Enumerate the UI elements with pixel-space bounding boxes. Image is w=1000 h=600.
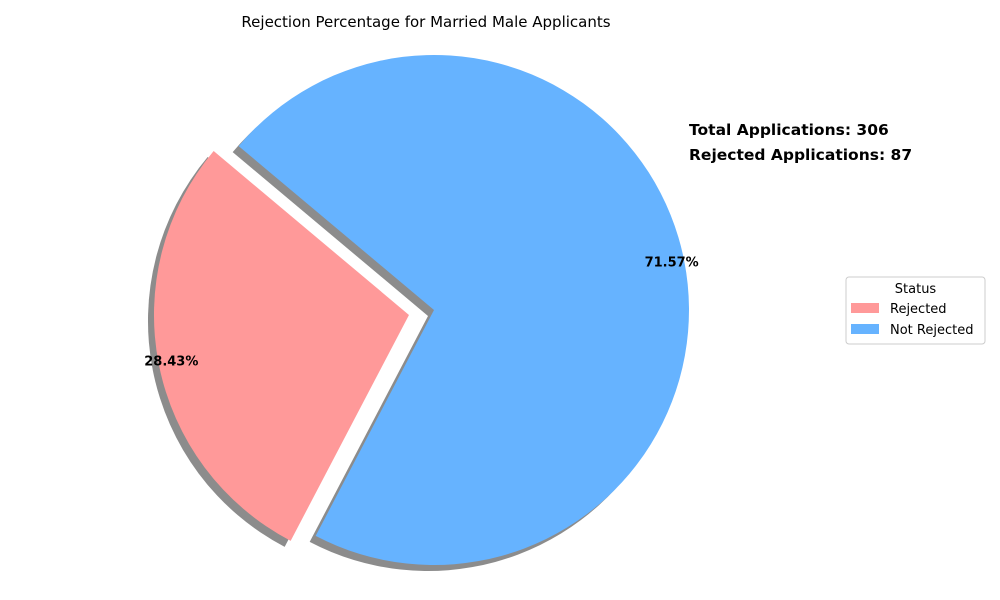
legend-frame [845, 276, 986, 345]
legend-swatch-not-rejected [851, 324, 879, 334]
percent-label-not-rejected: 71.57% [645, 256, 699, 271]
total-applications-annotation: Total Applications: 306 [689, 121, 889, 139]
pie-slices [153, 55, 689, 566]
legend-label-rejected: Rejected [890, 302, 947, 317]
slice-rejected [153, 151, 409, 541]
legend-swatch-rejected [851, 303, 879, 313]
chart-title: Rejection Percentage for Married Male Ap… [241, 13, 610, 31]
rejected-applications-annotation: Rejected Applications: 87 [689, 146, 912, 164]
legend-label-not-rejected: Not Rejected [890, 323, 973, 338]
legend: Status Rejected Not Rejected [845, 276, 986, 345]
legend-title: Status [895, 282, 937, 297]
percent-label-rejected: 28.43% [144, 354, 198, 369]
slice-not-rejected [238, 55, 689, 566]
percent-labels: 28.43% 71.57% [144, 256, 698, 370]
